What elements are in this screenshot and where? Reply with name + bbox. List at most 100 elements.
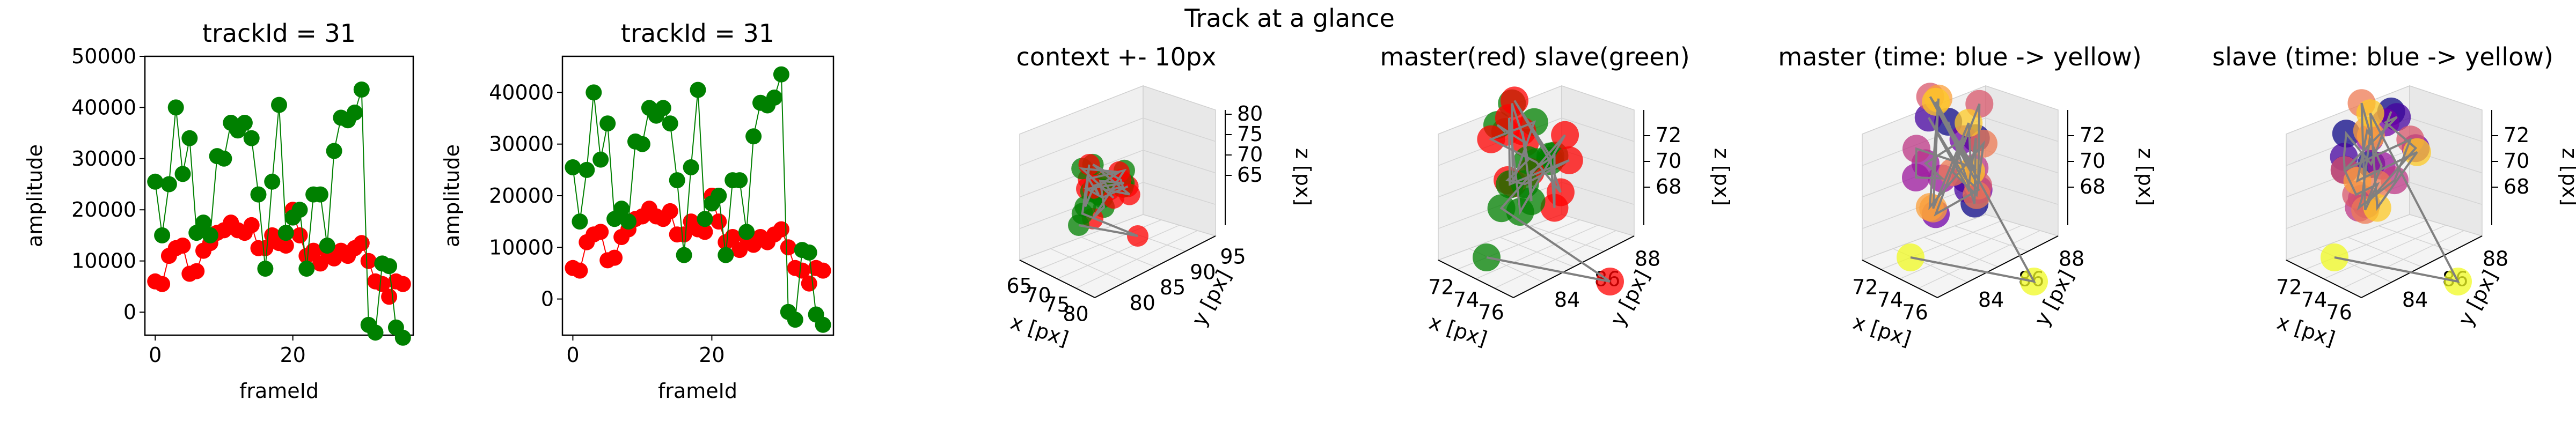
data-point-red <box>243 217 260 233</box>
series-line-green <box>155 89 404 338</box>
data-point-red <box>815 262 831 279</box>
z-tick-label: 68 <box>2504 175 2529 198</box>
data-point-green <box>599 115 616 132</box>
grid-line <box>1019 117 1216 166</box>
data-point-green <box>277 225 294 241</box>
chart-1-frame <box>144 55 414 336</box>
data-point-green <box>579 161 595 178</box>
grid-line <box>1438 117 1635 166</box>
data-point-red <box>277 238 294 254</box>
data-point-green <box>634 136 650 152</box>
x-tick-label: 80 <box>1063 302 1088 326</box>
x-tick-label: 65 <box>1006 274 1032 298</box>
z-tick-label: 70 <box>1237 143 1263 166</box>
x-axis-line <box>1862 260 1938 298</box>
ytick-label: 20000 <box>71 198 136 221</box>
y-axis-line <box>2361 235 2483 298</box>
data-point-green <box>655 100 671 116</box>
z-tick-label: 65 <box>1237 163 1263 187</box>
chart-1-ylabel: amplitude <box>23 144 47 247</box>
grid-line <box>1918 230 2040 289</box>
ytick-label: 30000 <box>489 132 554 156</box>
data-point-green <box>766 90 782 106</box>
data-point-red <box>794 262 810 279</box>
y-axis-line <box>1513 235 1635 298</box>
grid-line <box>2347 236 2422 268</box>
data-point-green <box>613 201 630 217</box>
ytick-label: 0 <box>541 287 554 311</box>
ytick-label: 20000 <box>489 184 554 208</box>
slave-time-3d-title: slave (time: blue -> yellow) <box>2212 42 2553 71</box>
z-tick-label: 70 <box>1656 149 1681 173</box>
data-point-red <box>257 240 274 256</box>
data-point-green <box>174 166 191 182</box>
z-tick-label: 68 <box>1656 175 1681 198</box>
x-axis-line <box>1019 260 1095 298</box>
data-point-green <box>367 324 384 341</box>
data-point-red <box>711 213 727 230</box>
data-point-green <box>243 130 260 146</box>
grid-line <box>1531 225 1604 252</box>
z-tick-label: 80 <box>1237 102 1263 125</box>
data-point-green <box>236 115 253 131</box>
data-point-red <box>291 227 308 243</box>
grid-line <box>2286 182 2483 230</box>
data-point-red <box>592 224 609 240</box>
data-point-green <box>620 213 636 230</box>
data-point-red <box>801 275 817 292</box>
data-point-green <box>216 150 232 167</box>
z-tick-label: 70 <box>2080 149 2105 173</box>
y-tick-label: 84 <box>1978 288 2004 312</box>
master-time-3d-title: master (time: blue -> yellow) <box>1778 42 2141 71</box>
data-point-green <box>312 186 328 203</box>
ytick-label: 40000 <box>71 95 136 119</box>
chart-2-plot: 0 10000 20000 30000 40000 0 20 <box>489 66 831 367</box>
ytick-label: 10000 <box>71 249 136 273</box>
y-tick-label: 88 <box>2059 247 2084 270</box>
chart-2-title: trackId = 31 <box>621 19 774 48</box>
track-path <box>1910 96 2036 283</box>
ytick-label: 40000 <box>489 80 554 104</box>
y-tick-label: 90 <box>1190 260 1216 284</box>
data-point-red <box>606 249 623 266</box>
data-point-green <box>697 211 713 227</box>
z-tick-label: 68 <box>2080 175 2105 198</box>
grid-line <box>1499 236 1574 268</box>
y-tick-label: 88 <box>1635 247 1660 270</box>
context-3d-title: context +- 10px <box>1016 42 1217 71</box>
x-tick-label: 72 <box>2276 276 2302 299</box>
data-point-green <box>815 316 831 333</box>
grid-line <box>1923 236 1998 268</box>
grid-line <box>1494 230 1616 289</box>
data-point-red <box>312 255 328 272</box>
y-tick-label: 88 <box>2483 247 2508 270</box>
x-axis-line <box>1438 260 1514 298</box>
z-tick-label: 72 <box>2504 123 2529 147</box>
data-point-red <box>353 235 370 252</box>
amplitude-chart-1: trackId = 31 frameId amplitude 010000200… <box>23 19 414 403</box>
data-point-green <box>586 84 602 101</box>
data-point-green <box>298 261 315 277</box>
track-path <box>1078 164 1138 237</box>
grid-line <box>1075 230 1198 289</box>
data-point-green <box>353 82 370 98</box>
y-tick-label: 84 <box>1554 288 1580 312</box>
x-tick-label: 70 <box>1025 283 1051 307</box>
x-tick-label: 72 <box>1852 276 1878 299</box>
z-tick-label: 72 <box>1656 123 1681 147</box>
data-point-green <box>181 130 198 146</box>
data-point-green <box>381 258 398 275</box>
data-point-green <box>326 143 342 159</box>
data-point-green <box>291 202 308 218</box>
chart-1-title: trackId = 31 <box>202 19 356 48</box>
data-point-green <box>271 97 287 113</box>
grid-line <box>2342 230 2464 289</box>
data-point-green <box>195 214 211 231</box>
data-point-green <box>738 224 755 240</box>
data-point-green <box>745 128 762 145</box>
xtick-label: 20 <box>280 343 305 367</box>
y-tick-label: 95 <box>1220 245 1246 269</box>
